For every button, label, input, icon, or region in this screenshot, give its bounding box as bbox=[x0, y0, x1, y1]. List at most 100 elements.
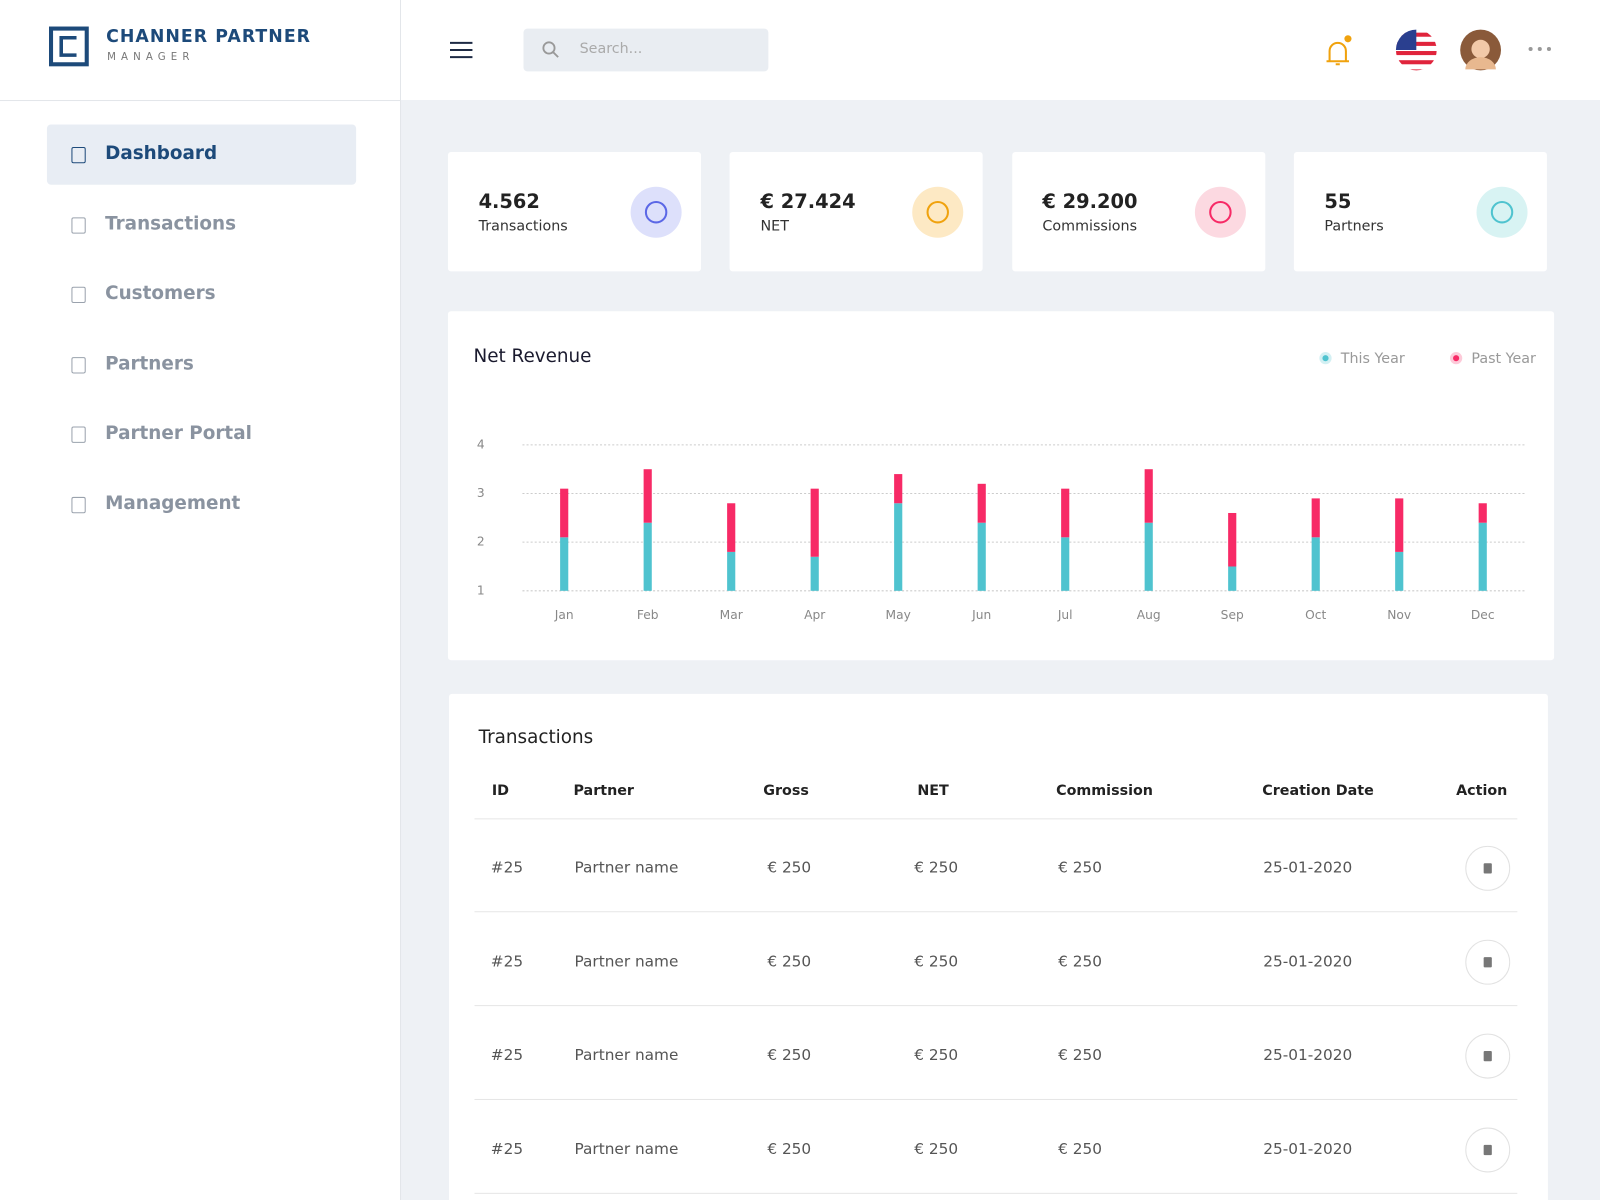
x-tick-label: May bbox=[886, 608, 911, 622]
table-cell: Partner name bbox=[574, 1139, 679, 1159]
stat-label: Transactions bbox=[478, 218, 568, 235]
brand: CHANNER PARTNER MANAGER bbox=[0, 0, 400, 102]
table-cell: Partner name bbox=[574, 1045, 679, 1065]
x-tick-label: Sep bbox=[1221, 608, 1244, 622]
stat-label: NET bbox=[760, 218, 789, 235]
nav-label: Customers bbox=[105, 282, 216, 305]
x-tick-label: Jan bbox=[554, 608, 574, 622]
bar-segment bbox=[1061, 488, 1070, 538]
legend-dot bbox=[1322, 355, 1329, 362]
table-cell: € 250 bbox=[914, 952, 959, 971]
bar-segment bbox=[1311, 498, 1320, 538]
nav-item[interactable]: Partner Portal bbox=[47, 404, 356, 464]
bar-segment bbox=[977, 483, 986, 523]
chart-title: Net Revenue bbox=[473, 346, 591, 367]
bar-segment bbox=[1228, 512, 1237, 567]
table-cell: 25-01-2020 bbox=[1263, 952, 1353, 971]
x-tick-label: Oct bbox=[1305, 608, 1326, 622]
language-flag[interactable] bbox=[1395, 29, 1438, 72]
table-cell: € 250 bbox=[1058, 1139, 1102, 1159]
table-cell: 25-01-2020 bbox=[1263, 1139, 1353, 1159]
table-cell: Partner name bbox=[574, 858, 679, 877]
delete-button[interactable] bbox=[1465, 845, 1511, 891]
bar-segment bbox=[560, 537, 569, 591]
delete-button[interactable] bbox=[1465, 1127, 1511, 1173]
bar-segment bbox=[810, 488, 819, 557]
table-cell: € 250 bbox=[914, 1139, 959, 1159]
bar-segment bbox=[1144, 469, 1153, 523]
x-tick-label: Feb bbox=[637, 608, 659, 622]
table-cell: #25 bbox=[490, 952, 524, 971]
nav-item[interactable]: Management bbox=[47, 474, 356, 534]
table-cell: #25 bbox=[490, 1045, 524, 1065]
nav-icon bbox=[71, 146, 86, 164]
x-tick-label: Apr bbox=[804, 608, 826, 622]
table-cell: 25-01-2020 bbox=[1263, 858, 1353, 877]
search-icon bbox=[542, 41, 559, 58]
table-cell: € 250 bbox=[767, 1045, 812, 1065]
avatar[interactable] bbox=[1459, 29, 1502, 72]
nav-item[interactable]: Transactions bbox=[47, 194, 356, 254]
stat-value: 55 bbox=[1324, 190, 1352, 214]
x-tick-label: Aug bbox=[1137, 608, 1161, 622]
table-header: NET bbox=[917, 782, 949, 799]
search-box[interactable]: Search... bbox=[523, 28, 769, 72]
brand-sub: MANAGER bbox=[107, 52, 195, 64]
table-cell: € 250 bbox=[1058, 952, 1102, 971]
stat-value: 4.562 bbox=[478, 190, 540, 214]
menu-button[interactable] bbox=[449, 41, 473, 59]
stat-icon bbox=[1476, 186, 1528, 238]
legend-dot bbox=[1453, 355, 1460, 362]
y-tick-label: 3 bbox=[477, 486, 485, 500]
nav-label: Transactions bbox=[105, 212, 237, 235]
bar-segment bbox=[810, 556, 819, 591]
stat-icon-glyph bbox=[1208, 201, 1232, 224]
y-tick-label: 4 bbox=[477, 437, 485, 451]
bar-segment bbox=[894, 474, 903, 504]
nav-item[interactable]: Partners bbox=[47, 334, 356, 394]
table-cell: € 250 bbox=[767, 1139, 812, 1159]
stat-card: 4.562 Transactions bbox=[447, 152, 702, 272]
bar-segment bbox=[643, 469, 652, 523]
bar-segment bbox=[1061, 537, 1070, 591]
table-card: Transactions ID Partner Gross NET Commission… bbox=[448, 693, 1548, 1200]
bar-segment bbox=[894, 503, 903, 591]
table-cell: Partner name bbox=[574, 952, 679, 971]
x-tick-label: Dec bbox=[1471, 608, 1495, 622]
table-header: Gross bbox=[763, 782, 809, 799]
stat-icon bbox=[1194, 186, 1246, 238]
delete-button[interactable] bbox=[1465, 939, 1511, 985]
delete-button[interactable] bbox=[1465, 1033, 1511, 1079]
table-separator bbox=[474, 1098, 1518, 1100]
bar-segment bbox=[1478, 522, 1487, 591]
bar-segment bbox=[560, 488, 569, 538]
nav-icon bbox=[71, 426, 86, 444]
x-tick-label: Mar bbox=[720, 608, 744, 622]
table-header: Action bbox=[1456, 782, 1508, 799]
bar-segment bbox=[1144, 522, 1153, 591]
table-header: ID bbox=[491, 782, 510, 799]
stat-value: € 29.200 bbox=[1042, 190, 1138, 214]
legend-label: This Year bbox=[1340, 351, 1405, 367]
table-separator bbox=[474, 1005, 1518, 1007]
x-tick-label: Jun bbox=[971, 608, 991, 622]
topbar: Search... bbox=[401, 0, 1600, 100]
table-separator bbox=[474, 818, 1518, 820]
legend-label: Past Year bbox=[1471, 351, 1536, 367]
table-cell: € 250 bbox=[767, 858, 812, 877]
bar-segment bbox=[1311, 537, 1320, 591]
bar-segment bbox=[1228, 566, 1237, 591]
table-separator bbox=[474, 1192, 1518, 1194]
nav-item[interactable]: Customers bbox=[47, 264, 356, 324]
x-tick-label: Jul bbox=[1057, 608, 1073, 622]
stat-icon-glyph bbox=[644, 201, 668, 224]
bar-segment bbox=[1395, 498, 1404, 552]
notifications[interactable] bbox=[1322, 33, 1353, 68]
nav-item[interactable]: Dashboard bbox=[46, 124, 357, 185]
nav-label: Management bbox=[105, 492, 241, 515]
bar-segment bbox=[643, 522, 652, 591]
search-placeholder: Search... bbox=[579, 40, 643, 58]
bar-segment bbox=[727, 551, 736, 591]
nav-label: Partner Portal bbox=[105, 422, 252, 445]
more-button[interactable] bbox=[1528, 45, 1552, 53]
